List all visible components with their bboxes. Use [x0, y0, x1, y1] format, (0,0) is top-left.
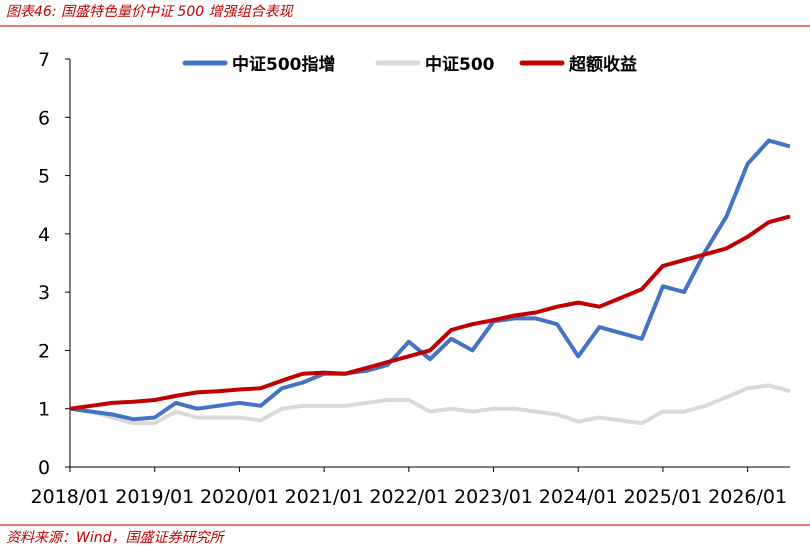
y-tick-label: 5 — [38, 166, 50, 188]
y-tick-label: 0 — [38, 457, 50, 479]
series-line — [69, 214, 791, 411]
x-tick-label: 2018/01 — [31, 486, 110, 508]
x-tick-label: 2026/01 — [708, 486, 787, 508]
x-tick-label: 2025/01 — [623, 486, 702, 508]
x-tick-label: 2024/01 — [539, 486, 618, 508]
legend-label: 中证500指增 — [232, 54, 336, 75]
source-note: 资料来源：Wind，国盛证券研究所 — [6, 530, 225, 546]
y-tick-label: 1 — [38, 399, 50, 421]
y-tick-label: 3 — [38, 282, 50, 304]
x-tick-label: 2020/01 — [200, 486, 279, 508]
y-tick-label: 2 — [38, 340, 50, 362]
x-tick-label: 2023/01 — [454, 486, 533, 508]
x-tick-label: 2021/01 — [285, 486, 364, 508]
y-tick-label: 4 — [38, 224, 50, 246]
chart-title: 图表46: 国盛特色量价中证 500 增强组合表现 — [6, 4, 295, 20]
series-line — [69, 138, 791, 422]
x-tick-label: 2019/01 — [115, 486, 194, 508]
y-tick-label: 6 — [38, 107, 50, 129]
legend-label: 超额收益 — [569, 54, 637, 75]
legend-label: 中证500 — [425, 54, 495, 75]
series-line — [69, 383, 791, 426]
y-tick-label: 7 — [38, 49, 50, 71]
x-tick-label: 2022/01 — [369, 486, 448, 508]
